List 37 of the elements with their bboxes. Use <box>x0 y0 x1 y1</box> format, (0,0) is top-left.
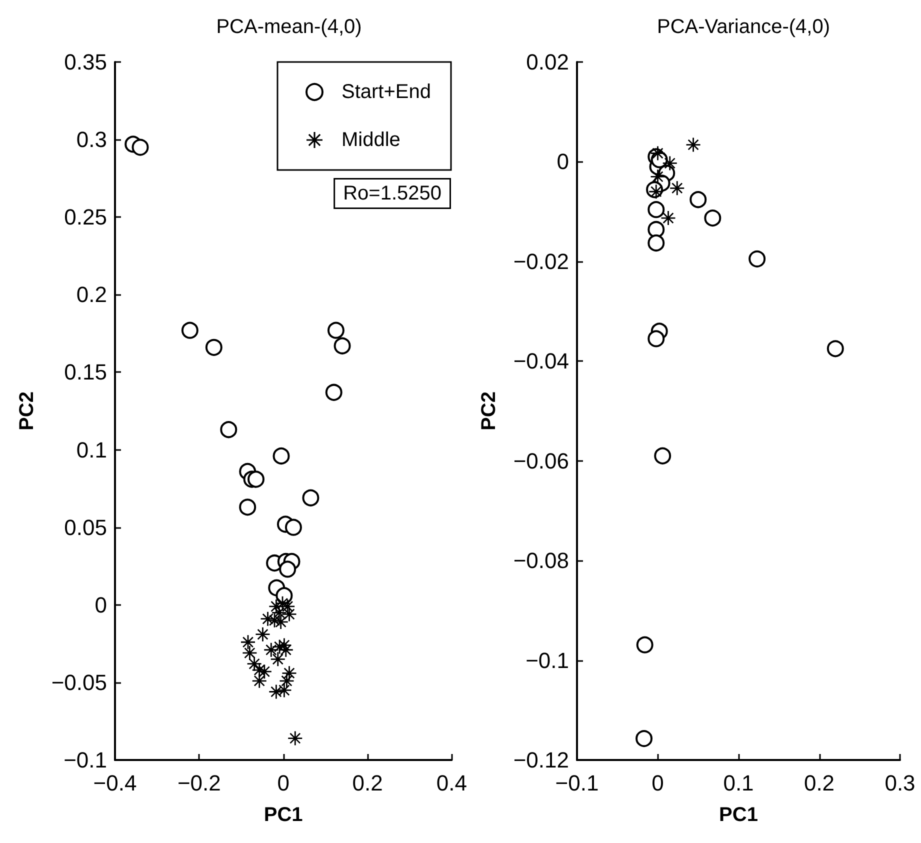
annotation: Ro=1.5250 <box>343 182 442 204</box>
x-tick-label: 0.3 <box>884 770 916 796</box>
legend-label: Start+End <box>342 81 432 103</box>
y-tick-label: 0.2 <box>76 282 107 308</box>
x-tick-label: −0.1 <box>555 770 599 796</box>
x-tick-label: 0.2 <box>352 770 383 796</box>
y-tick-label: 0.35 <box>64 50 107 74</box>
y-tick-label: 0.02 <box>526 50 569 74</box>
x-axis-title: PC1 <box>719 804 758 826</box>
y-tick-label: −0.02 <box>513 248 569 274</box>
y-axis-title: PC2 <box>16 392 38 430</box>
x-tick-label: 0.2 <box>804 770 835 796</box>
x-tick-label: 0 <box>652 770 664 796</box>
y-tick-label: −0.05 <box>51 670 107 695</box>
y-axis-title: PC2 <box>478 392 500 430</box>
x-tick-label: −0.4 <box>93 770 137 796</box>
y-tick-label: 0.1 <box>76 437 107 462</box>
y-tick-label: 0.25 <box>64 204 107 230</box>
x-tick-label: −0.2 <box>177 770 221 796</box>
y-tick-label: −0.08 <box>513 548 569 574</box>
y-tick-label: 0 <box>556 149 569 174</box>
y-tick-label: −0.04 <box>513 348 569 374</box>
chart-title: PCA-Variance-(4,0) <box>656 16 830 38</box>
x-tick-label: 0 <box>277 770 290 796</box>
y-tick-label: 0.15 <box>64 360 107 385</box>
x-tick-label: 0.4 <box>436 770 468 796</box>
y-tick-label: 0 <box>94 592 107 618</box>
y-tick-label: −0.12 <box>513 748 569 772</box>
y-tick-label: 0.3 <box>76 127 107 152</box>
chart-title: PCA-mean-(4,0) <box>216 16 362 38</box>
y-tick-label: −0.1 <box>64 748 107 772</box>
x-axis-title: PC1 <box>264 804 303 826</box>
y-tick-label: −0.06 <box>513 448 569 474</box>
y-tick-label: −0.1 <box>526 648 569 673</box>
x-tick-label: 0.1 <box>723 770 754 796</box>
legend-label: Middle <box>342 129 400 151</box>
y-tick-label: 0.05 <box>64 514 107 540</box>
